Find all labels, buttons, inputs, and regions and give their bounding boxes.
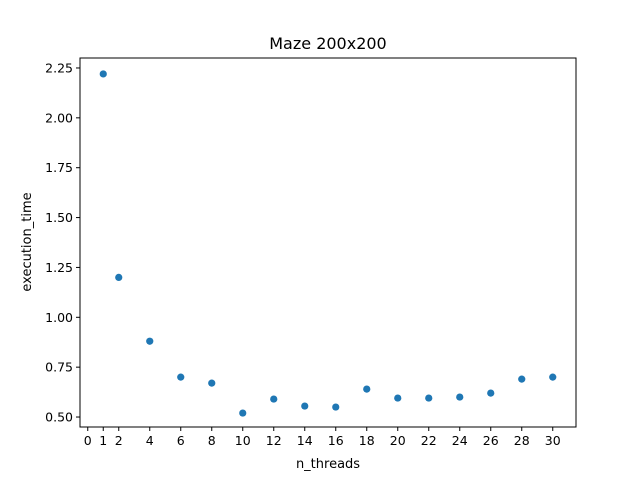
data-point	[549, 373, 557, 381]
data-points	[99, 70, 557, 417]
data-point	[99, 70, 107, 78]
data-point	[394, 394, 402, 402]
data-point	[115, 273, 123, 282]
data-point	[456, 393, 464, 401]
x-tick-label: 12	[266, 433, 282, 448]
y-tick-label: 2.00	[45, 110, 73, 125]
x-tick-label: 16	[328, 433, 344, 448]
y-tick-label: 1.00	[45, 310, 73, 325]
data-point	[332, 403, 340, 411]
data-point	[270, 395, 278, 403]
x-tick-label: 10	[235, 433, 251, 448]
y-axis: 0.50 0.75 1.00 1.25 1.50 1.75 2.00 2.25	[45, 60, 80, 425]
data-point	[146, 337, 154, 345]
x-tick-label: 28	[514, 433, 530, 448]
x-tick-label: 2	[115, 433, 123, 448]
y-tick-label: 1.25	[45, 260, 73, 275]
x-tick-label: 8	[208, 433, 216, 448]
x-axis-label: n_threads	[296, 457, 360, 472]
data-point	[518, 375, 526, 383]
x-tick-label: 18	[359, 433, 375, 448]
y-tick-label: 1.50	[45, 210, 73, 225]
data-point	[301, 402, 309, 410]
x-tick-label: 0	[84, 433, 92, 448]
x-tick-label: 14	[297, 433, 313, 448]
y-tick-label: 0.75	[45, 360, 73, 375]
data-point	[425, 394, 433, 402]
x-axis: 0 1 2 4 6 8 10 12 14 16 18 20 22 24 26 28 30	[84, 427, 561, 448]
x-tick-label: 24	[452, 433, 468, 448]
y-tick-label: 2.25	[45, 60, 73, 75]
x-tick-label: 22	[421, 433, 437, 448]
x-tick-label: 4	[146, 433, 154, 448]
y-axis-label: execution_time	[20, 192, 35, 291]
x-tick-label: 1	[99, 433, 107, 448]
data-point	[239, 409, 247, 417]
chart-title: Maze 200x200	[269, 34, 386, 53]
x-tick-label: 20	[390, 433, 406, 448]
x-tick-label: 30	[545, 433, 561, 448]
data-point	[487, 389, 495, 397]
x-tick-label: 6	[177, 433, 185, 448]
y-tick-label: 1.75	[45, 160, 73, 175]
data-point	[177, 373, 185, 381]
plot-frame	[79, 57, 577, 428]
x-tick-label: 26	[483, 433, 499, 448]
data-point	[363, 385, 371, 393]
y-tick-label: 0.50	[45, 410, 73, 425]
data-point	[208, 379, 216, 387]
